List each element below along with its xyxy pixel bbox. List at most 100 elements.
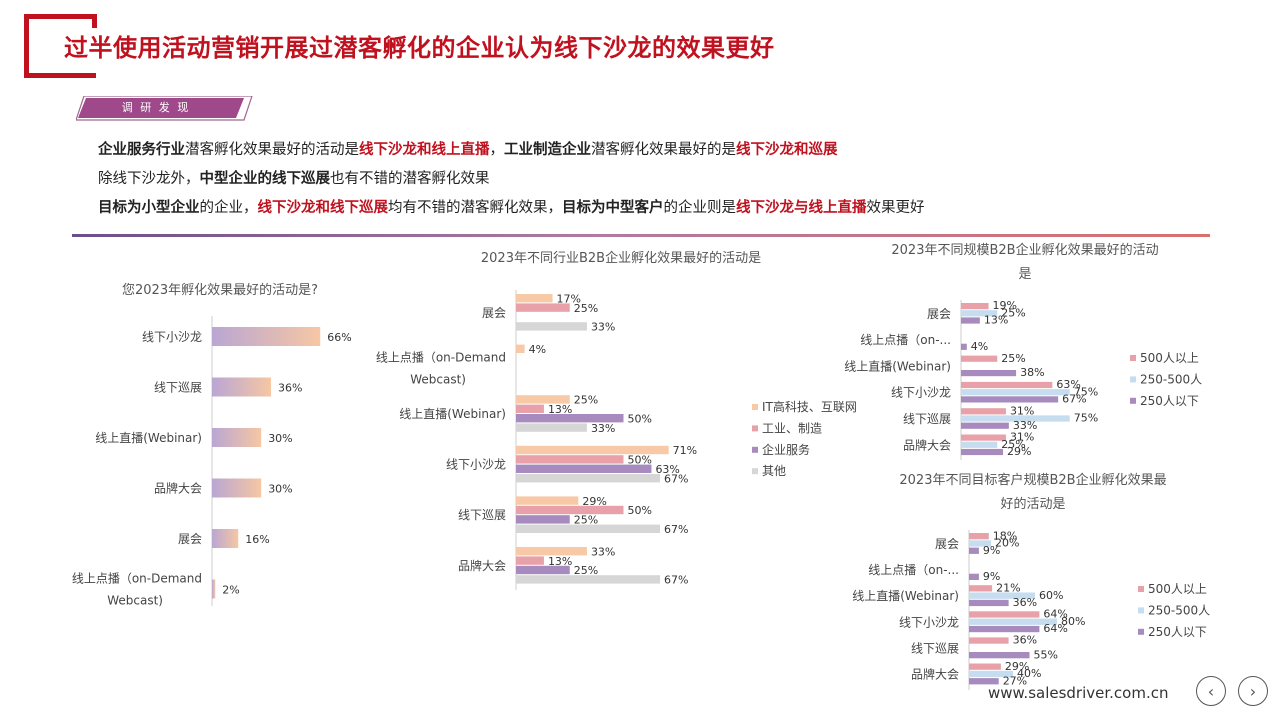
chart2-bar-2-2 xyxy=(516,414,624,423)
finding-1-part-4: ， xyxy=(489,142,505,158)
next-page-button[interactable]: › xyxy=(1238,676,1268,706)
chart3-legend-swatch-1 xyxy=(1130,376,1136,383)
chart3-value-label-0-1: 25% xyxy=(1001,306,1025,319)
finding-2-part-1: 除线下沙龙外， xyxy=(98,171,200,187)
chart1-category-label-5-a: 线上点播（on-Demand xyxy=(72,572,202,586)
chart2-value-label-5-2: 25% xyxy=(574,564,598,577)
chart2-value-label-2-2: 50% xyxy=(628,412,652,425)
finding-1-part-3: 线下沙龙和线上直播 xyxy=(359,142,490,158)
chart4-legend-swatch-2 xyxy=(1138,628,1144,635)
chart2-value-label-5-3: 67% xyxy=(664,574,688,587)
chart2-category-label-1-b: Webcast) xyxy=(410,372,466,386)
section-divider xyxy=(72,234,1210,237)
chart4-legend-label-2: 250人以下 xyxy=(1148,625,1207,639)
chart4-value-label-5-0: 29% xyxy=(1005,660,1029,673)
finding-1-part-6: 潜客孵化效果最好的是 xyxy=(591,142,736,158)
title-frame-gap xyxy=(78,19,98,73)
chart4-value-label-4-2: 55% xyxy=(1034,648,1058,661)
chart4-title: 2023年不同目标客户规模B2B企业孵化效果最 xyxy=(899,472,1166,488)
chart2-legend-swatch-0 xyxy=(752,404,758,410)
chart2-value-label-3-2: 63% xyxy=(655,463,679,476)
chart4-value-label-1-2: 9% xyxy=(983,570,1000,583)
chart4-value-label-0-0: 18% xyxy=(993,529,1017,542)
chart3-value-label-1-2: 4% xyxy=(971,340,988,353)
chart3-bar-5-0 xyxy=(961,434,1006,441)
chart2-bar-5-2 xyxy=(516,565,570,575)
chart2-value-label-2-1: 13% xyxy=(548,403,572,416)
chart2-category-label-3: 线下小沙龙 xyxy=(446,458,506,472)
chart4-bar-1-2 xyxy=(969,573,979,580)
chart2-value-label-4-1: 50% xyxy=(628,504,652,517)
page-title: 过半使用活动营销开展过潜客孵化的企业认为线下沙龙的效果更好 xyxy=(64,34,775,62)
chart1-value-label-5: 2% xyxy=(222,584,239,597)
chart2-bar-3-0 xyxy=(516,445,669,455)
findings-text: 企业服务行业潜客孵化效果最好的活动是线下沙龙和线上直播，工业制造企业潜客孵化效果… xyxy=(98,139,925,226)
finding-3-part-6: 的企业则是 xyxy=(663,200,737,216)
chart2-legend-label-0: IT高科技、互联网 xyxy=(762,399,857,414)
chart2-bar-5-3 xyxy=(516,575,661,584)
chart1-bar-2 xyxy=(212,428,262,447)
chart3-bar-3-0 xyxy=(961,381,1053,389)
chart4-bar-3-1 xyxy=(969,618,1057,625)
chart2-value-label-4-3: 67% xyxy=(664,523,688,536)
chart3-bar-2-2 xyxy=(961,370,1017,377)
chart3-value-label-2-0: 25% xyxy=(1001,352,1025,365)
chart4-value-label-2-0: 21% xyxy=(996,582,1020,595)
chart3-value-label-3-1: 75% xyxy=(1074,385,1098,398)
chart2-legend-swatch-1 xyxy=(752,425,758,432)
chart3-value-label-4-0: 31% xyxy=(1010,404,1034,417)
finding-3-part-2: 的企业， xyxy=(199,200,258,216)
finding-3-part-1: 目标为小型企业 xyxy=(98,200,200,216)
chart1-value-label-1: 36% xyxy=(278,382,302,395)
chart4-bar-5-0 xyxy=(969,663,1001,670)
chart2-category-label-0: 展会 xyxy=(482,306,506,320)
chart4-value-label-2-1: 60% xyxy=(1039,589,1063,602)
website-url[interactable]: www.salesdriver.com.cn xyxy=(988,684,1169,702)
prev-page-button[interactable]: ‹ xyxy=(1196,676,1226,706)
chart2-value-label-0-0: 17% xyxy=(557,292,581,305)
chart3-bar-4-1 xyxy=(961,415,1070,422)
chart1-bar-4 xyxy=(212,529,239,548)
chart3-category-label-2: 线上直播(Webinar) xyxy=(844,359,951,373)
chart4-category-label-3: 线下小沙龙 xyxy=(899,615,959,629)
chart2-value-label-4-2: 25% xyxy=(574,514,598,527)
chart3-legend-label-0: 500人以上 xyxy=(1140,351,1199,365)
chart3-value-label-5-2: 29% xyxy=(1007,445,1031,458)
finding-2-part-3: 也有不错的潜客孵化效果 xyxy=(330,171,490,187)
chart2-category-label-1-a: 线上点播（on-Demand xyxy=(376,350,506,364)
chart4-bar-4-0 xyxy=(969,637,1009,644)
chart4-bar-3-2 xyxy=(969,625,1040,633)
chart4-bar-3-0 xyxy=(969,611,1040,618)
chart4-bar-0-1 xyxy=(969,540,991,547)
chart2-bar-4-2 xyxy=(516,515,570,524)
chart1-category-label-0: 线下小沙龙 xyxy=(142,330,202,344)
chart3-bar-4-2 xyxy=(961,422,1009,429)
chart3-value-label-4-1: 75% xyxy=(1074,412,1098,425)
chart3-category-label-1: 线上点播（on-... xyxy=(860,333,951,347)
chart3-bar-0-0 xyxy=(961,303,989,310)
chart4-category-label-5: 品牌大会 xyxy=(911,667,959,681)
chart3-bar-0-1 xyxy=(961,310,998,317)
finding-3-part-7: 线下沙龙与线上直播 xyxy=(736,200,867,216)
chart2-bar-2-3 xyxy=(516,423,587,432)
chart4-title-line2: 好的活动是 xyxy=(1000,496,1065,512)
chart2-value-label-3-0: 71% xyxy=(673,444,697,457)
chart4-legend-swatch-0 xyxy=(1138,586,1144,592)
chart1-value-label-3: 30% xyxy=(268,483,292,496)
chart2-value-label-1-0: 4% xyxy=(529,343,546,356)
chart4-category-label-0: 展会 xyxy=(935,537,959,551)
chart2-bar-4-1 xyxy=(516,505,624,515)
chart3-legend-label-1: 250-500人 xyxy=(1140,372,1202,386)
chart4-bar-2-1 xyxy=(969,592,1035,599)
chart1-bar-1 xyxy=(212,377,272,397)
finding-line-1: 企业服务行业潜客孵化效果最好的活动是线下沙龙和线上直播，工业制造企业潜客孵化效果… xyxy=(98,139,925,168)
chart4-value-label-0-1: 20% xyxy=(995,537,1019,550)
chart4-bar-5-1 xyxy=(969,670,1013,678)
chart4-legend-label-0: 500人以上 xyxy=(1148,582,1207,596)
chart4-category-label-1: 线上点播（on-... xyxy=(868,563,959,577)
chart2-value-label-5-0: 33% xyxy=(591,545,615,558)
chart4-value-label-4-0: 36% xyxy=(1013,634,1037,647)
finding-1-part-7: 线下沙龙和巡展 xyxy=(736,142,838,158)
chart2-value-label-5-1: 13% xyxy=(548,555,572,568)
chart4-value-label-0-2: 9% xyxy=(983,544,1000,557)
